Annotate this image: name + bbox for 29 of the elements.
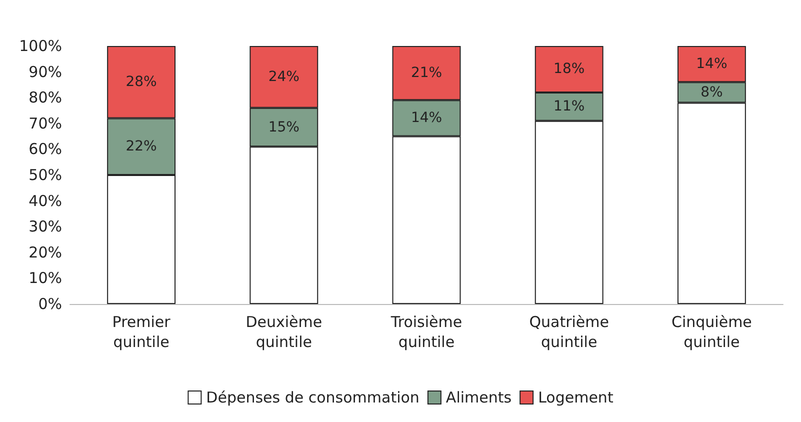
y-tick-label: 0%: [38, 295, 62, 313]
x-tick-label: Deuxième quintile: [246, 313, 322, 351]
data-label: 28%: [126, 74, 157, 90]
data-label: 11%: [554, 98, 585, 115]
legend-label: Logement: [538, 388, 614, 406]
y-tick-label: 50%: [28, 166, 62, 184]
x-tick-label: Troisième quintile: [390, 313, 462, 351]
x-tick-label: Premier quintile: [112, 313, 172, 351]
legend-label: Aliments: [446, 388, 512, 406]
data-label: 22%: [126, 138, 157, 155]
y-tick-label: 10%: [28, 269, 62, 288]
y-tick-label: 80%: [28, 88, 62, 107]
legend-label: Dépenses de consommation: [206, 388, 420, 406]
data-label: 8%: [700, 84, 723, 100]
y-tick-label: 20%: [28, 243, 62, 262]
x-tick-label: Quatrième quintile: [529, 313, 609, 351]
y-tick-label: 90%: [28, 62, 62, 81]
y-tick-label: 70%: [28, 114, 62, 132]
y-tick-label: 100%: [19, 37, 62, 55]
y-tick-label: 30%: [28, 218, 62, 236]
y-tick-label: 40%: [28, 192, 62, 210]
data-label: 24%: [268, 68, 300, 85]
data-label: 14%: [696, 56, 728, 72]
y-tick-label: 60%: [28, 140, 62, 158]
x-tick-label: Cinquième quintile: [671, 313, 752, 351]
data-label: 15%: [268, 119, 300, 136]
data-label: 18%: [554, 61, 585, 78]
data-label: 21%: [410, 65, 442, 82]
data-label: 14%: [410, 110, 442, 126]
